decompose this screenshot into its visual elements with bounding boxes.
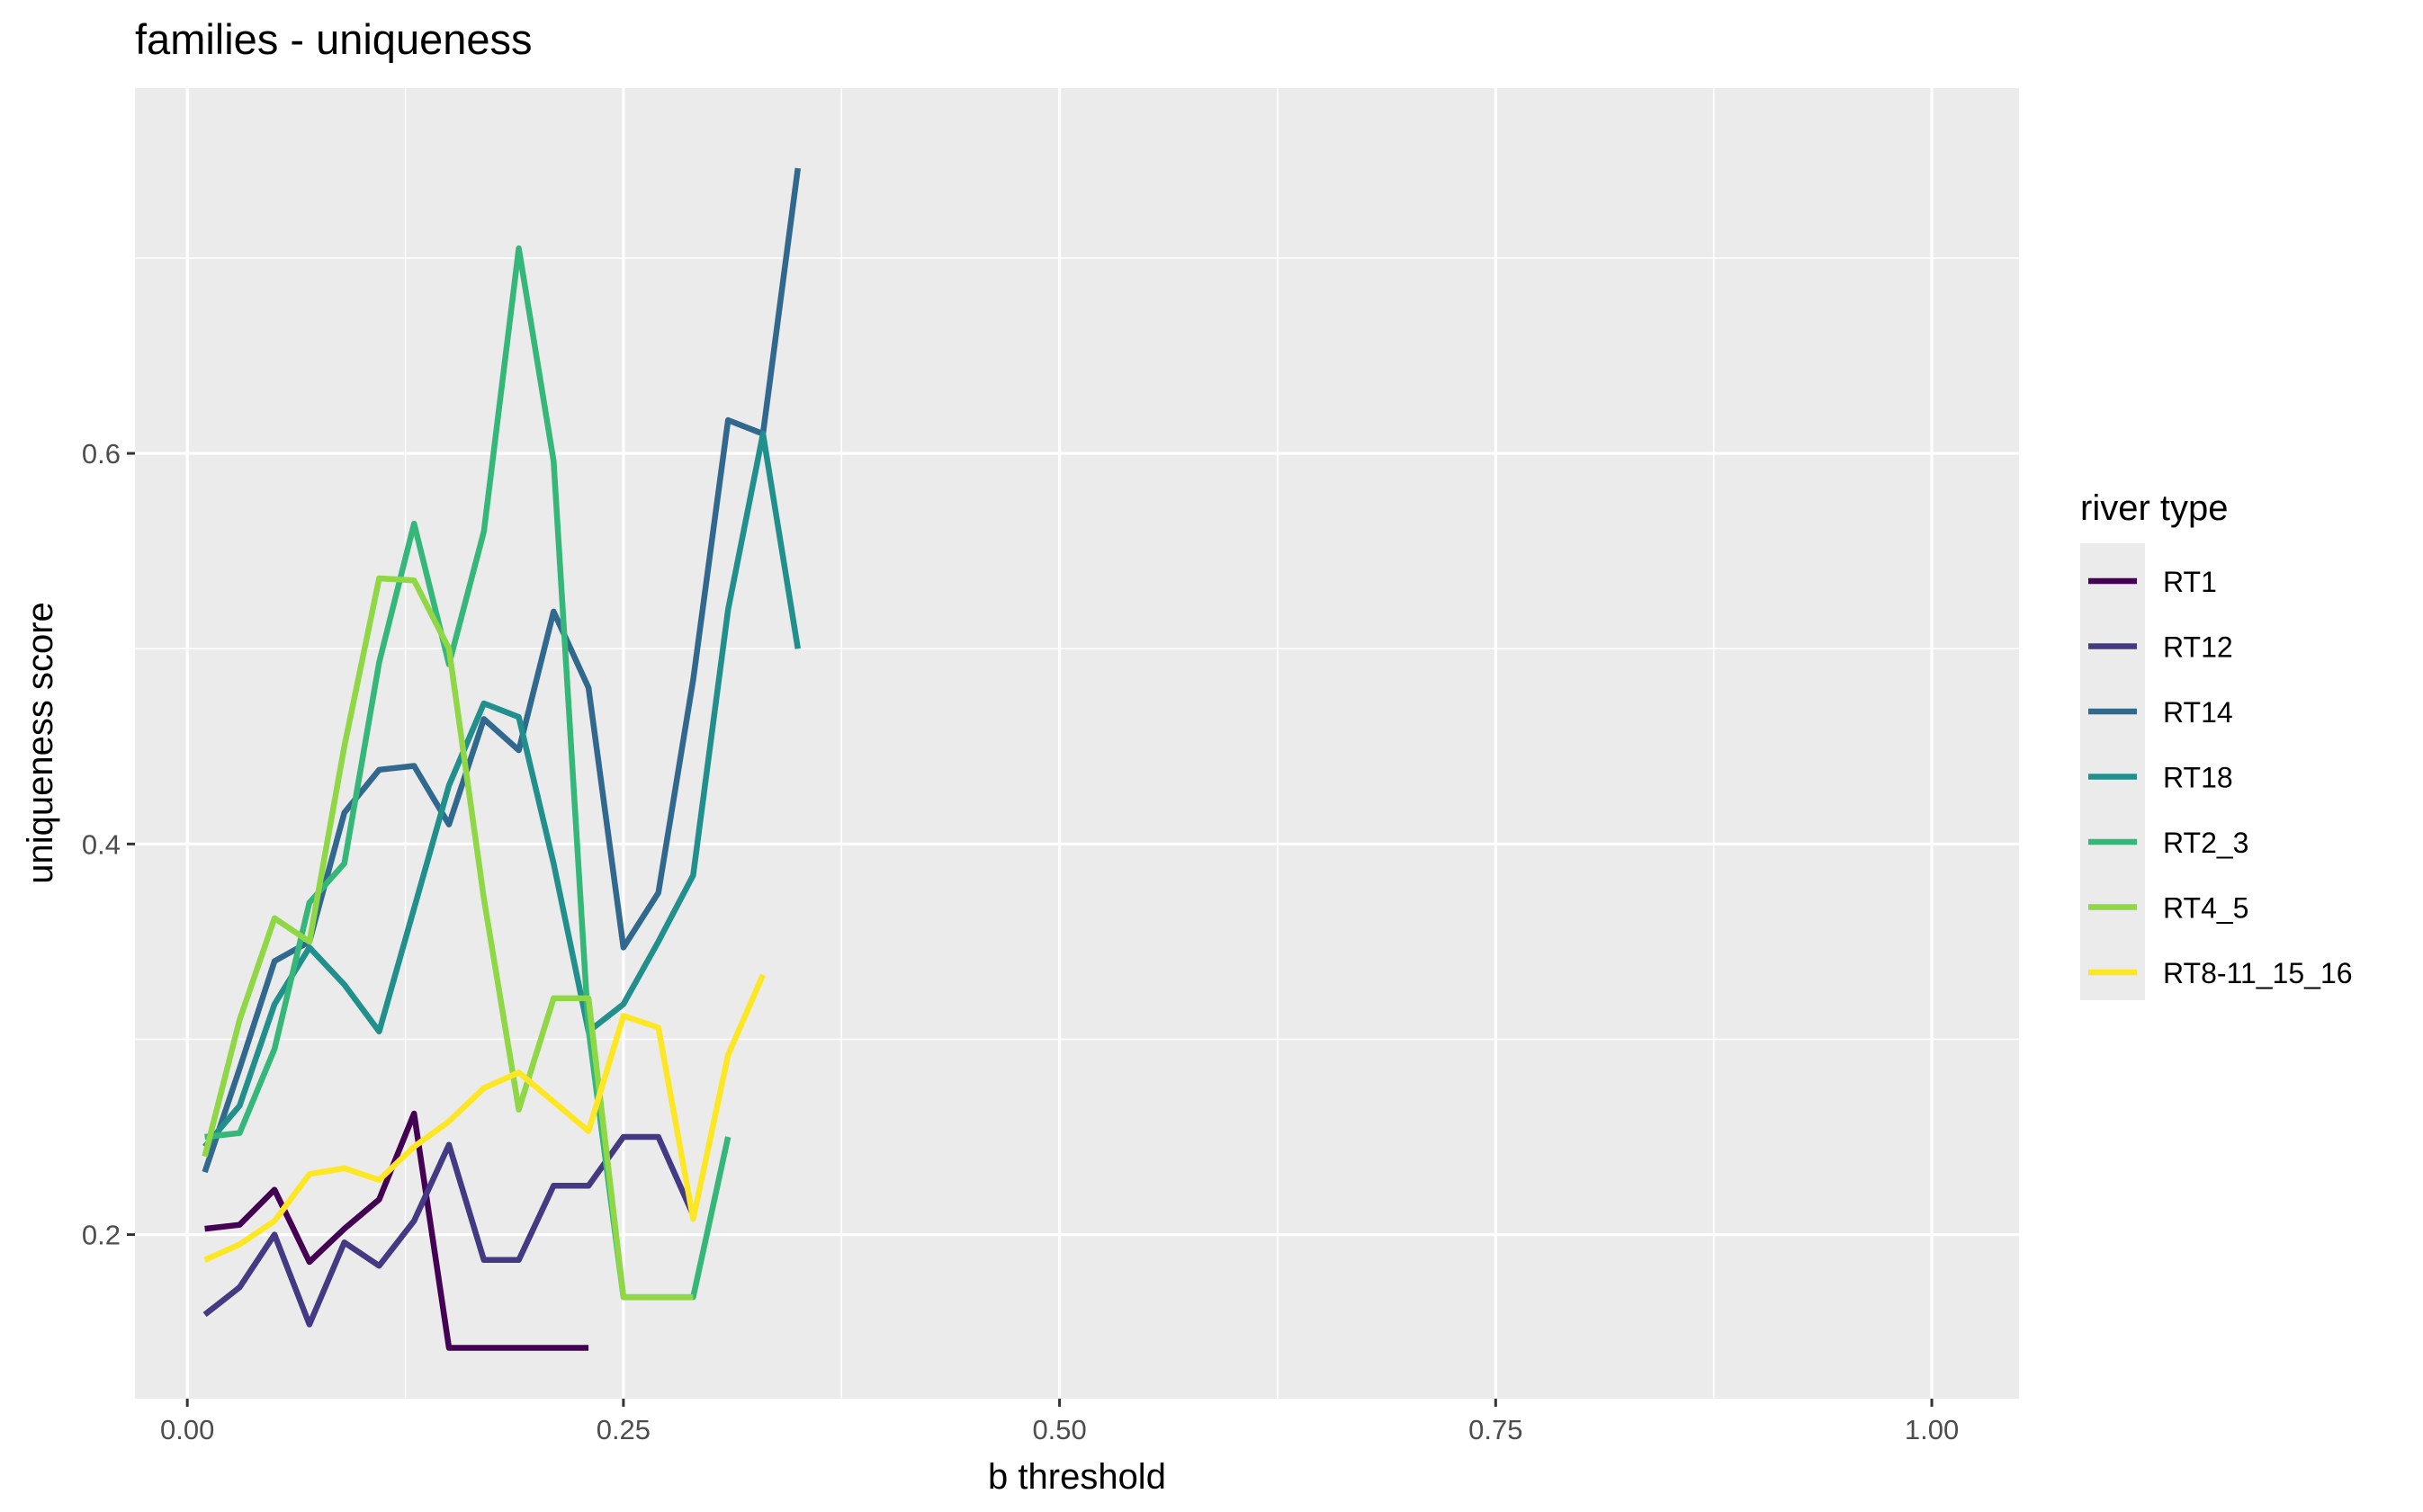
series-line-rt8-11-15-16: [203, 973, 766, 1263]
legend-title: river type: [2080, 488, 2229, 528]
plot-panel: [135, 88, 2019, 1399]
legend-label-rt14: RT14: [2163, 696, 2233, 729]
legend-label-rt8-11-15-16: RT8-11_15_16: [2163, 957, 2353, 989]
x-tick-label: 0.00: [160, 1414, 214, 1445]
x-tick-label: 0.25: [597, 1414, 651, 1445]
x-axis-title: b threshold: [988, 1457, 1166, 1497]
chart-title: families - uniqueness: [135, 15, 533, 63]
series-line-rt4-5: [202, 575, 694, 1301]
y-axis: 0.2 0.4 0.6: [82, 438, 135, 1251]
y-tick-label: 0.2: [82, 1220, 121, 1251]
legend: river type RT1 RT12 RT14 RT18 RT2_3 RT4_5 RT8-…: [2080, 488, 2353, 1000]
legend-label-rt18: RT18: [2163, 762, 2233, 794]
y-tick-label: 0.4: [82, 828, 121, 860]
x-tick-label: 1.00: [1905, 1414, 1959, 1445]
major-gridlines: [135, 88, 2019, 1399]
legend-label-rt1: RT1: [2163, 566, 2217, 598]
legend-label-rt2-3: RT2_3: [2163, 827, 2248, 859]
series-line-rt14: [202, 167, 802, 1174]
legend-label-rt4-5: RT4_5: [2163, 892, 2248, 925]
series-line-rt1: [204, 1110, 589, 1351]
y-tick-label: 0.6: [82, 438, 121, 470]
y-axis-title: uniqueness score: [21, 602, 60, 884]
x-tick-label: 0.75: [1468, 1414, 1522, 1445]
legend-label-rt12: RT12: [2163, 631, 2233, 664]
legend-key-background: [2080, 543, 2145, 1000]
x-axis: 0.00 0.25 0.50 0.75 1.00: [160, 1399, 1959, 1445]
series-line-rt18: [202, 431, 802, 1150]
x-tick-label: 0.50: [1032, 1414, 1086, 1445]
series-line-rt12: [202, 1133, 696, 1328]
series-lines: [202, 167, 802, 1351]
